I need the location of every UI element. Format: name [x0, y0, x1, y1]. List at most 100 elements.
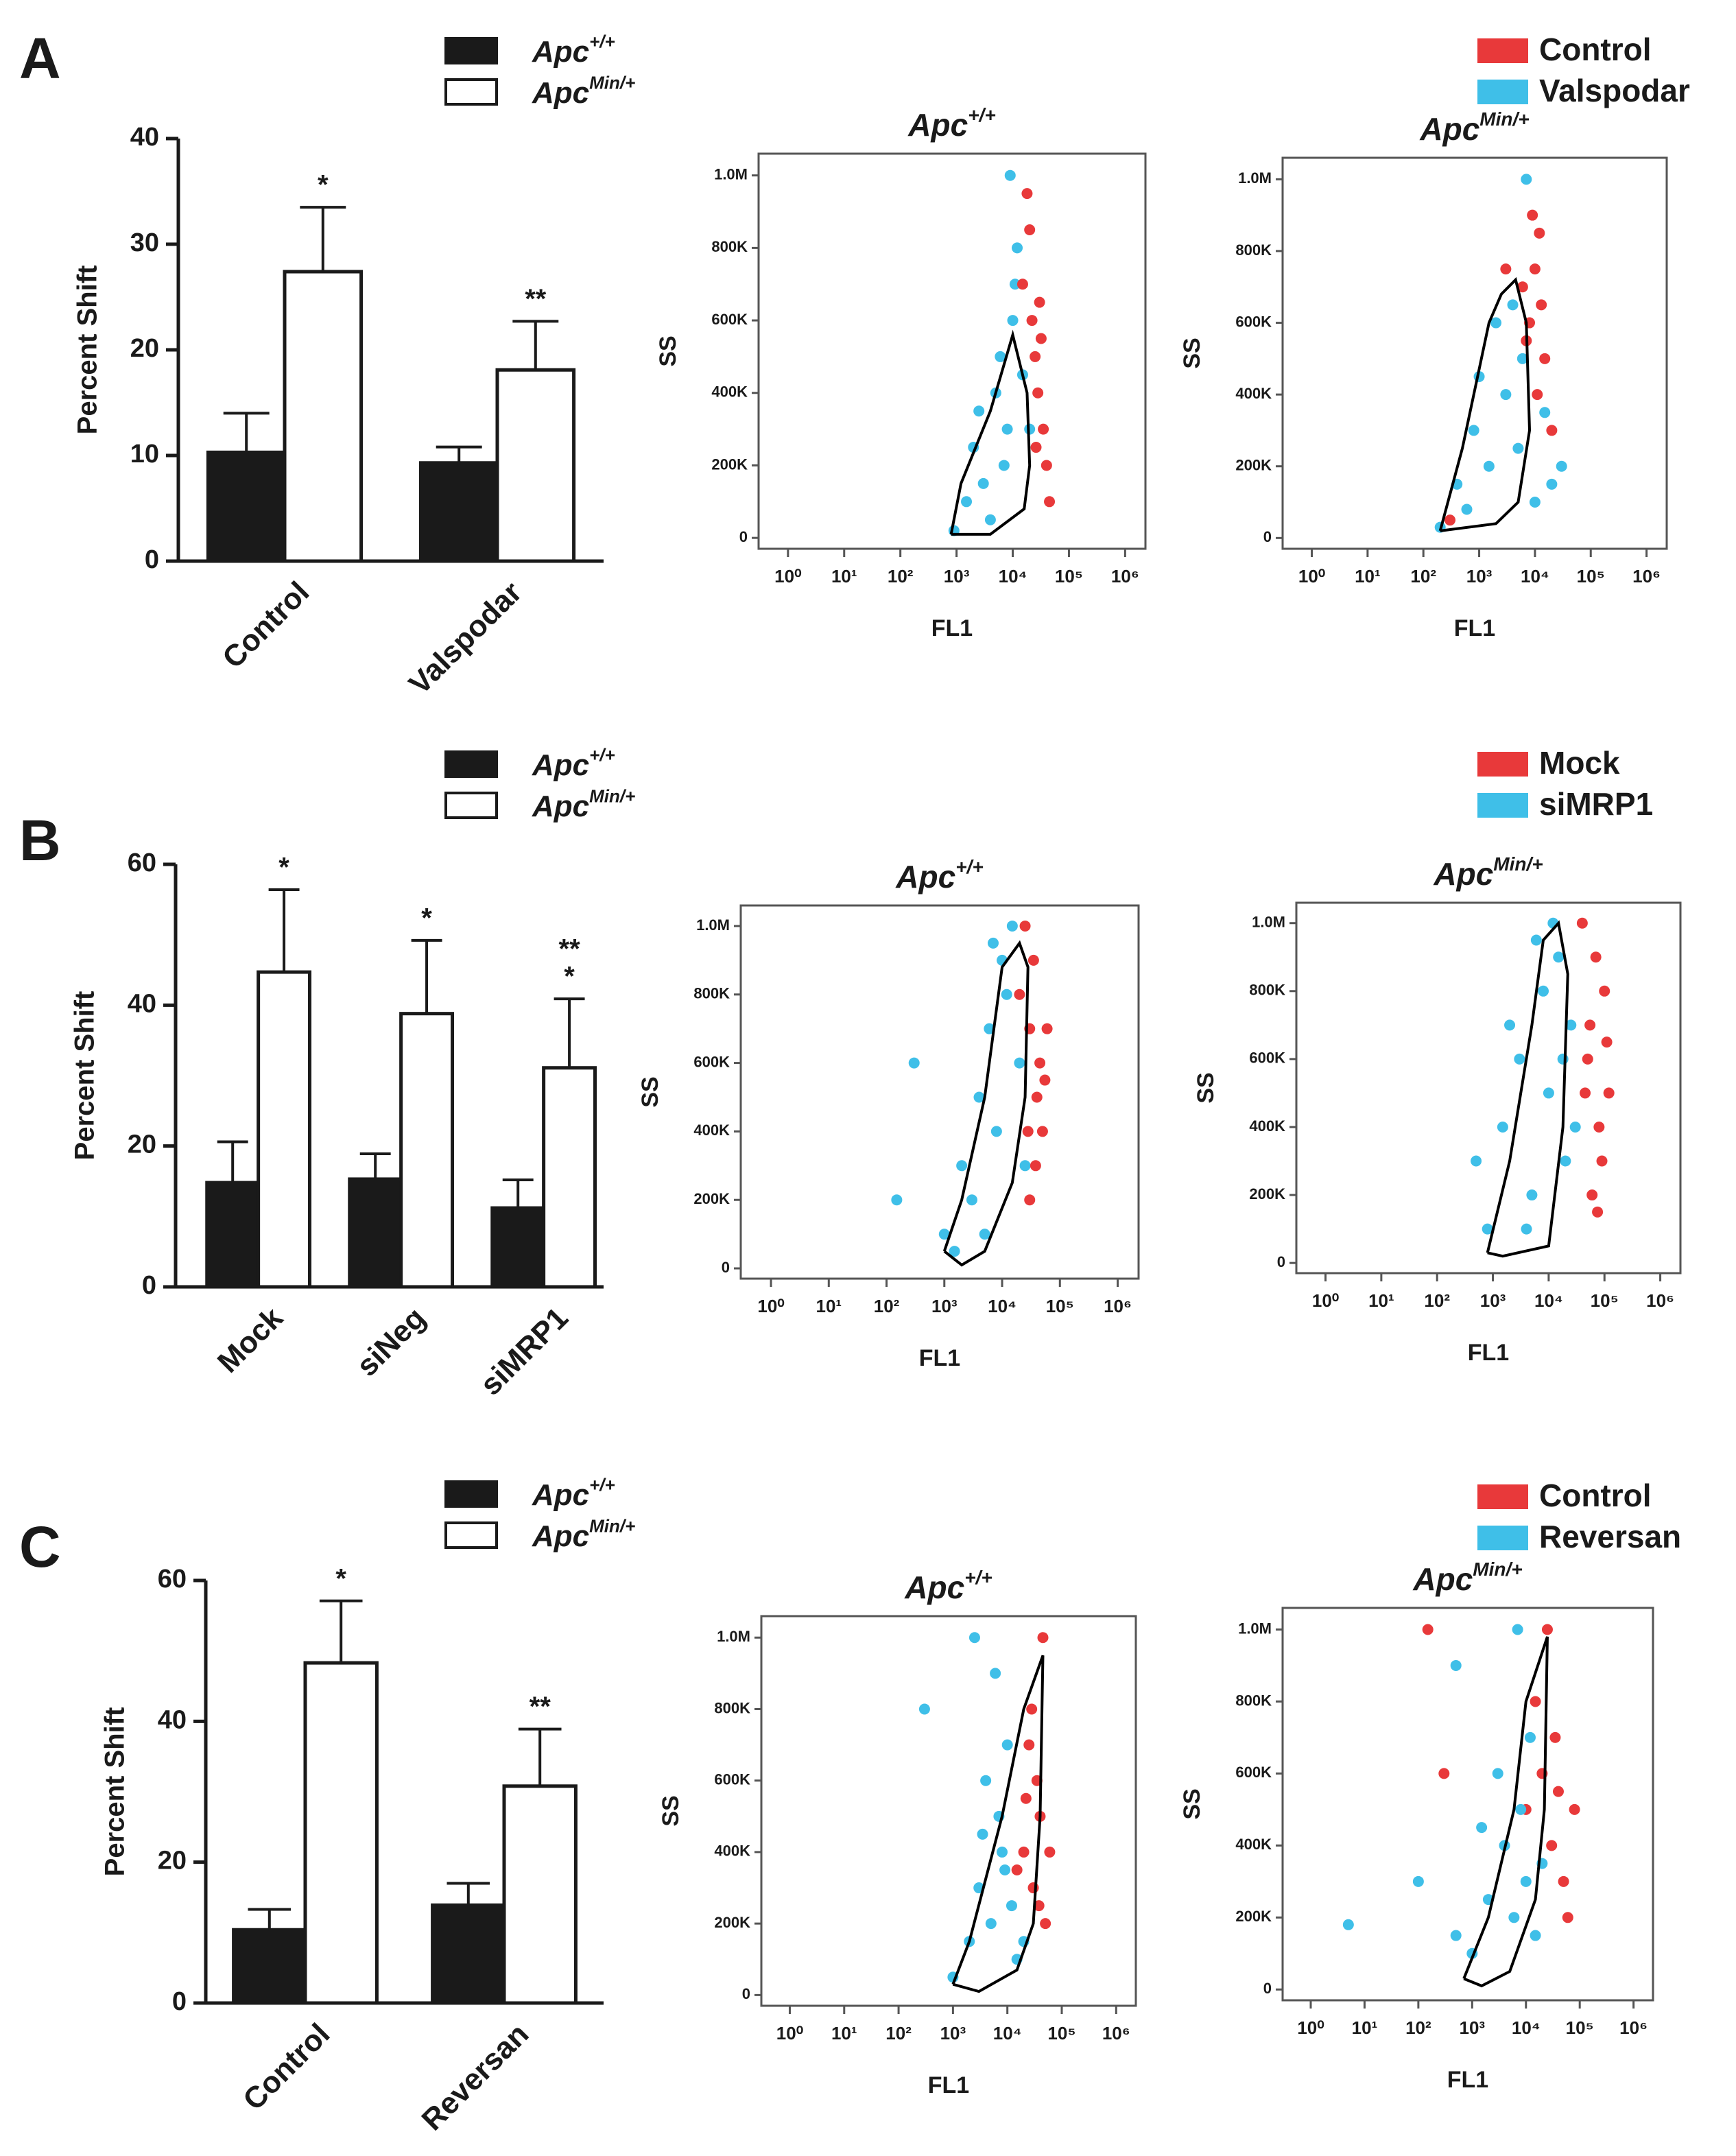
- y-tick-label: 200K: [1235, 1908, 1272, 1925]
- point: [1476, 1822, 1488, 1834]
- point: [1027, 954, 1039, 966]
- x-tick-label: 10⁶: [1632, 566, 1661, 587]
- point: [1557, 1053, 1569, 1065]
- significance-label: *: [421, 903, 432, 933]
- x-tick-label: 10³: [944, 566, 970, 587]
- x-axis-label: FL1: [928, 2072, 969, 2098]
- point: [1016, 279, 1028, 290]
- point: [966, 1194, 977, 1206]
- point: [918, 1703, 930, 1715]
- point: [998, 460, 1010, 471]
- legend-label: ApcMin/+: [532, 1515, 635, 1552]
- plot-title-main: Apc: [904, 1569, 964, 1605]
- point: [938, 1229, 950, 1240]
- legend-swatch: [1477, 793, 1528, 818]
- plot-frame: [1295, 901, 1682, 1275]
- point: [1596, 1155, 1608, 1167]
- point: [956, 1160, 968, 1172]
- legend-label-main: Apc: [532, 748, 589, 782]
- point: [990, 1668, 1001, 1679]
- x-tick-label: 10²: [1405, 2017, 1431, 2038]
- point: [1461, 504, 1473, 515]
- point: [1018, 1846, 1030, 1858]
- point: [990, 1126, 1002, 1137]
- x-tick-label: 10⁴: [1512, 2017, 1541, 2038]
- point: [1546, 1840, 1558, 1851]
- point: [1524, 1731, 1536, 1743]
- legend-label-main: Apc: [532, 1519, 589, 1553]
- plot-title-main: Apc: [1419, 111, 1479, 147]
- y-tick-label: 0: [1277, 1253, 1285, 1270]
- x-tick-label: Mock: [211, 1301, 290, 1379]
- point: [1586, 1189, 1598, 1201]
- x-tick-label: 10¹: [1352, 2017, 1378, 2038]
- legend-label-main: Apc: [532, 790, 589, 823]
- legend-label-main: Apc: [532, 1478, 589, 1512]
- y-tick-label: 400K: [693, 1122, 730, 1139]
- panel-letter: A: [19, 26, 61, 91]
- point: [1026, 315, 1038, 327]
- plot-title: ApcMin/+: [1412, 1559, 1522, 1597]
- bar: [283, 270, 364, 563]
- point: [999, 1864, 1011, 1875]
- point: [1020, 1792, 1032, 1804]
- y-tick-label: 200K: [711, 455, 748, 473]
- y-tick-label: 20: [158, 1847, 187, 1875]
- y-tick-label: 600K: [711, 311, 748, 328]
- legend-label: Reversan: [1539, 1519, 1681, 1554]
- x-tick-label: 10¹: [1355, 566, 1381, 587]
- x-tick-label: 10⁵: [1591, 1290, 1619, 1311]
- significance-label: *: [564, 962, 575, 992]
- y-axis-label: SS: [658, 1795, 684, 1826]
- point: [1012, 242, 1023, 254]
- point: [1536, 299, 1547, 311]
- y-tick-label: 0: [1263, 1980, 1272, 1997]
- point: [980, 1775, 992, 1786]
- y-tick-label: 800K: [1249, 982, 1285, 999]
- plot-frame: [739, 904, 1140, 1280]
- x-tick-label: Valspodar: [403, 576, 528, 701]
- point: [1500, 389, 1512, 401]
- x-tick-label: 10²: [1424, 1290, 1450, 1311]
- x-tick-label: 10⁴: [999, 566, 1027, 587]
- point: [997, 1846, 1008, 1858]
- y-tick-label: 800K: [711, 238, 748, 255]
- point: [987, 937, 999, 949]
- significance-label: *: [318, 170, 329, 200]
- point: [1468, 425, 1479, 436]
- y-tick-label: 600K: [1235, 313, 1272, 330]
- point: [1546, 425, 1558, 436]
- legend-swatch: [444, 750, 498, 778]
- point: [973, 1091, 985, 1103]
- point: [1031, 1091, 1043, 1103]
- point: [1022, 1126, 1034, 1137]
- point: [1515, 1803, 1527, 1815]
- y-tick-label: 400K: [714, 1843, 750, 1860]
- y-tick-label: 600K: [1235, 1764, 1272, 1781]
- point: [1030, 351, 1041, 362]
- point: [1521, 1223, 1532, 1235]
- point: [1553, 951, 1565, 963]
- plot-title: Apc+/+: [895, 856, 983, 895]
- y-tick-label: 600K: [1249, 1050, 1285, 1067]
- point: [1500, 263, 1512, 275]
- gate: [949, 329, 1032, 536]
- point: [1024, 1194, 1036, 1206]
- x-tick-label: 10²: [874, 1296, 900, 1316]
- plot-frame: [757, 152, 1147, 550]
- y-tick-label: 800K: [693, 985, 730, 1002]
- legend-label-sup: Min/+: [589, 785, 635, 806]
- point: [1444, 514, 1456, 526]
- point: [1021, 188, 1033, 200]
- plot-title-sup: Min/+: [1493, 853, 1543, 875]
- gate: [951, 1655, 1045, 1993]
- point: [1412, 1875, 1424, 1887]
- bar: [399, 1012, 455, 1289]
- point: [1517, 353, 1528, 364]
- point: [1565, 1019, 1577, 1031]
- plot-title-sup: +/+: [968, 104, 995, 126]
- x-tick-label: 10⁶: [1102, 2023, 1130, 2044]
- point: [1576, 917, 1588, 929]
- point: [1530, 1696, 1541, 1707]
- y-axis-label: Percent Shift: [100, 1707, 130, 1877]
